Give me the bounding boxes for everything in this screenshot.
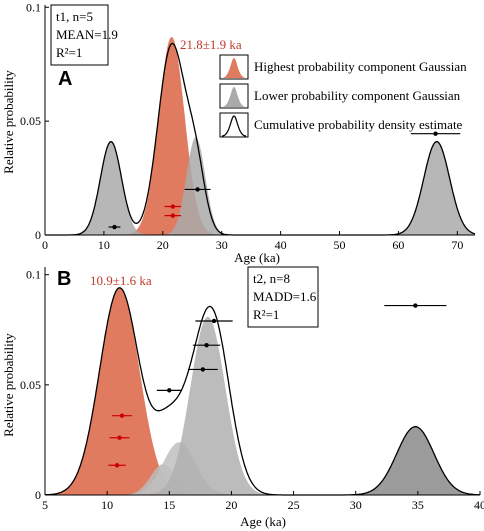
panel-b-x-tick-label: 5: [42, 498, 48, 512]
panel-b-y-tick-label: 0: [35, 488, 41, 502]
panel-b-cumulative-curve-layer: [45, 287, 480, 496]
panel-b-highest-gaussian-0: [45, 288, 210, 495]
panel-b-x-tick-label: 40: [474, 498, 484, 512]
panel-b-data-points: [108, 303, 447, 468]
panel-a-x-tick-label: 50: [334, 238, 346, 252]
panel-a-x-axis-label: Age (ka): [234, 250, 280, 265]
panel-a-x-tick-label: 70: [451, 238, 463, 252]
panel-a-lower-gaussian-3: [378, 141, 475, 235]
panel-a-stats-line-1: t1, n=5: [56, 9, 93, 24]
legend-swatch-lower-gaussian: [222, 87, 246, 107]
panel-b-point-6: [211, 318, 217, 324]
panel-b-y-tick-label: 0.1: [26, 268, 41, 282]
panel-b-point-2: [119, 413, 125, 418]
panel-b-stats-line-2: MADD=1.6: [253, 289, 317, 304]
panel-a-stats-line-3: R²=1: [56, 45, 82, 60]
panel-a-x-tick-label: 30: [216, 238, 228, 252]
panel-a-lower-gaussian-1: [63, 141, 159, 235]
panel-a-label: A: [58, 68, 72, 90]
panel-b-y-axis-label: Relative probability: [1, 333, 16, 437]
panel-a-data-points: [108, 131, 461, 230]
legend-swatch-cumulative-curve: [221, 115, 247, 137]
legend-label-cumulative: Cumulative probability density estimate: [254, 117, 463, 132]
panel-b-stats-line-3: R²=1: [253, 307, 279, 322]
panel-b-x-axis-label: Age (ka): [240, 514, 286, 529]
panel-a-point-0: [112, 224, 117, 230]
panel-b: 5 10 15 20 25 30 35 40 0 0.05 0.1 Age (ka) Relativ…: [1, 266, 484, 529]
legend-label-lower: Lower probability component Gaussian: [254, 88, 461, 103]
panel-b-peak-annotation: 10.9±1.6 ka: [90, 273, 152, 288]
legend-swatch-highest-gaussian: [222, 58, 246, 78]
panel-b-x-tick-label: 25: [288, 498, 300, 512]
legend: Highest probability component Gaussian L…: [219, 54, 467, 138]
panel-b-label: B: [57, 268, 71, 290]
panel-a-peak-annotation: 21.8±1.9 ka: [180, 37, 242, 52]
panel-b-x-tick-label: 10: [101, 498, 113, 512]
panel-b-point-3: [167, 388, 172, 393]
panel-a-x-tick-label: 0: [42, 238, 48, 252]
panel-a-axes: 0 10 20 30 40 50 60 70 0 0.05 0.1: [20, 0, 475, 252]
panel-a-x-tick-label: 60: [392, 238, 404, 252]
panel-a-x-tick-label: 20: [157, 238, 169, 252]
panel-a-stats-line-2: MEAN=1.9: [56, 27, 118, 42]
panel-a-y-tick-label: 0.05: [20, 114, 41, 128]
panel-b-x-tick-label: 20: [225, 498, 237, 512]
panel-a-stats-box: [50, 4, 109, 66]
panel-a-highest-gaussian-0: [113, 36, 230, 236]
panel-a-y-tick-label: 0: [35, 228, 41, 242]
panel-b-x-tick-label: 30: [350, 498, 362, 512]
panel-a-x-tick-label: 40: [275, 238, 287, 252]
panel-a-point-3: [195, 187, 200, 192]
panel-a-point-4: [433, 131, 438, 136]
panel-a-point-1: [170, 213, 176, 218]
panel-b-lower-gaussian-3: [129, 316, 287, 495]
legend-swatch-cumulative-frame: [219, 112, 249, 138]
panel-b-point-1: [117, 435, 122, 440]
panel-a: 0 10 20 30 40 50 60 70 0 0.05 0.1 Age (ka) Relativ…: [1, 0, 476, 265]
panel-b-stats-box: [247, 266, 319, 328]
panel-b-point-7: [413, 303, 418, 308]
panel-b-x-tick-label: 15: [163, 498, 175, 512]
panel-a-lower-gaussian-2: [153, 137, 239, 235]
legend-label-highest: Highest probability component Gaussian: [254, 59, 467, 74]
panel-b-lower-gaussian-4: [331, 426, 480, 495]
panel-b-x-tick-label: 35: [412, 498, 424, 512]
panel-b-axes: 5 10 15 20 25 30 35 40 0 0.05 0.1: [20, 267, 484, 512]
panel-a-component-fills: [63, 36, 475, 236]
panel-b-point-5: [204, 343, 209, 348]
panel-a-x-tick-label: 10: [98, 238, 110, 252]
panel-a-y-axis-label: Relative probability: [1, 70, 16, 174]
panel-a-point-2: [170, 204, 176, 209]
panel-b-point-4: [200, 367, 206, 372]
panel-b-y-tick-label: 0.05: [20, 378, 41, 392]
panel-a-y-tick-label: 0.1: [26, 0, 41, 14]
panel-b-cumulative-curve: [45, 287, 480, 496]
panel-b-component-fills: [45, 288, 480, 495]
panel-b-stats-line-1: t2, n=8: [253, 271, 290, 286]
panel-b-point-0: [114, 463, 120, 468]
